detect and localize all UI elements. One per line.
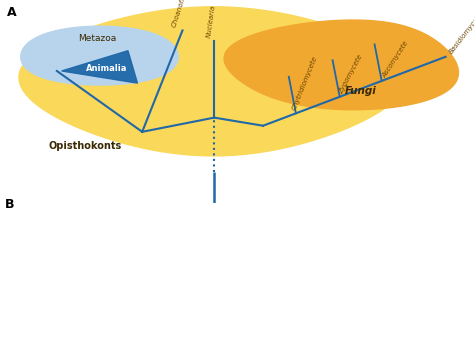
Text: Ascomycete: Ascomycete <box>382 40 410 79</box>
Polygon shape <box>19 7 408 156</box>
Text: Opisthokonts: Opisthokonts <box>49 141 122 151</box>
Text: Basidiomycete: Basidiomycete <box>448 10 474 55</box>
Text: Choanoflagellate: Choanoflagellate <box>171 0 195 28</box>
Polygon shape <box>224 20 458 110</box>
Polygon shape <box>21 26 178 85</box>
Text: Zygomycete: Zygomycete <box>337 53 363 95</box>
Text: Metazoa: Metazoa <box>78 34 116 43</box>
Text: A: A <box>7 6 17 19</box>
Text: Chytridiomycete: Chytridiomycete <box>291 55 319 111</box>
Polygon shape <box>62 51 137 83</box>
Text: Fungi: Fungi <box>345 86 376 96</box>
Text: Animalia: Animalia <box>86 65 128 73</box>
Text: Nuclearia: Nuclearia <box>206 5 217 39</box>
Text: B: B <box>5 198 14 211</box>
